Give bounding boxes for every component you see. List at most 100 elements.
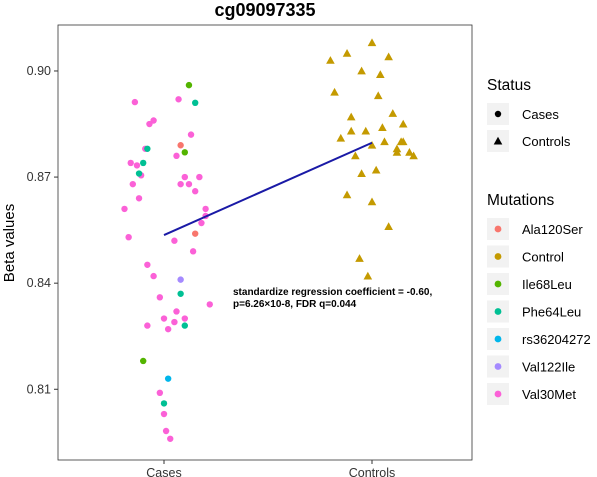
- legend-mutation-label: rs36204272: [522, 332, 591, 347]
- data-point-phe64leu: [192, 99, 199, 107]
- legend-key-circle: [494, 390, 502, 398]
- data-point-control: [357, 66, 366, 75]
- data-point-control: [336, 133, 346, 142]
- legend-key-circle: [494, 363, 502, 370]
- data-point-val30met: [171, 318, 178, 326]
- data-point-control: [384, 52, 393, 61]
- data-point-val30met: [160, 410, 168, 418]
- data-points: [121, 38, 418, 442]
- data-point-val30met: [121, 205, 128, 213]
- legend-mutation-label: Val30Met: [522, 387, 576, 402]
- data-point-control: [398, 119, 408, 128]
- x-tick-label: Cases: [146, 466, 181, 477]
- data-point-phe64leu: [160, 400, 168, 407]
- data-point-phe64leu: [140, 159, 147, 167]
- data-point-val30met: [125, 233, 132, 241]
- data-point-control: [357, 169, 366, 177]
- data-point-control: [378, 123, 387, 132]
- regression-line: [163, 141, 373, 236]
- data-point-val30met: [156, 294, 164, 301]
- data-point-val30met: [131, 98, 139, 106]
- legend-mutation-label: Control: [522, 250, 564, 265]
- legend-key-circle: [494, 308, 502, 315]
- data-point-phe64leu: [177, 290, 184, 297]
- data-point-val30met: [160, 315, 168, 322]
- data-point-control: [367, 197, 377, 206]
- data-point-phe64leu: [135, 170, 143, 177]
- data-point-control: [342, 190, 352, 199]
- data-point-val30met: [198, 219, 205, 227]
- data-point-val30met: [146, 120, 153, 128]
- data-point-control: [384, 222, 393, 231]
- data-point-control: [371, 165, 381, 174]
- y-axis-label: Beta values: [1, 204, 18, 282]
- annotation-line-2: p=6.26×10-8, FDR q=0.044: [233, 299, 357, 310]
- data-point-val30met: [185, 180, 193, 188]
- y-tick-label: 0.81: [27, 382, 51, 396]
- data-point-control: [355, 254, 364, 262]
- legend-key-circle: [494, 225, 502, 233]
- data-point-control: [367, 38, 377, 47]
- data-point-control: [367, 140, 377, 149]
- plot-panel: [57, 24, 473, 461]
- data-point-control: [405, 148, 414, 156]
- data-point-control: [330, 87, 339, 96]
- data-point-val30met: [150, 272, 157, 280]
- data-point-val30met: [173, 152, 180, 160]
- legend-status: Status Cases Controls: [487, 77, 571, 152]
- legend-key-circle: [494, 280, 502, 288]
- data-point-control: [351, 151, 360, 160]
- legend-status-label: Cases: [522, 107, 559, 122]
- data-point-control: [346, 126, 356, 135]
- data-point-ala120ser: [177, 142, 184, 149]
- data-point-val30met: [135, 195, 143, 202]
- data-point-val30met: [181, 315, 188, 322]
- legend-status-title: Status: [487, 77, 531, 94]
- x-tick-label: Controls: [349, 466, 396, 477]
- data-point-val30met: [133, 162, 141, 169]
- data-point-val30met: [202, 205, 209, 213]
- legend-mutation-label: Phe64Leu: [522, 305, 581, 320]
- legend-mutations-title: Mutations: [487, 192, 554, 209]
- data-point-val30met: [196, 173, 203, 181]
- data-point-ile68leu: [140, 357, 147, 365]
- data-point-control: [363, 271, 373, 280]
- data-point-control: [388, 109, 398, 117]
- legend-key-circle: [494, 253, 502, 260]
- data-point-control: [409, 151, 418, 160]
- legend-mutation-label: Val122Ile: [522, 360, 575, 375]
- data-point-ala120ser: [192, 230, 199, 237]
- data-point-control: [346, 112, 356, 121]
- data-point-control: [361, 126, 371, 135]
- data-point-phe64leu: [181, 322, 188, 329]
- legend-status-label: Controls: [522, 134, 571, 149]
- data-point-control: [342, 48, 352, 57]
- data-point-control: [326, 56, 335, 64]
- y-tick-label: 0.87: [27, 170, 51, 184]
- chart-title: cg09097335: [214, 0, 315, 20]
- x-axis: Cases Controls: [146, 460, 395, 477]
- data-point-val30met: [144, 322, 151, 329]
- y-axis: 0.81 0.84 0.87 0.90: [27, 64, 58, 396]
- legend-key-triangle: [493, 136, 503, 145]
- data-point-rs36204272: [164, 375, 172, 382]
- data-point-val30met: [162, 427, 170, 435]
- data-point-val30met: [187, 131, 195, 138]
- data-point-val30met: [181, 173, 188, 181]
- data-point-val30met: [173, 308, 180, 315]
- data-point-val30met: [144, 261, 151, 268]
- data-point-val30met: [150, 117, 157, 124]
- data-point-control: [380, 137, 389, 146]
- data-point-val30met: [189, 248, 197, 255]
- y-tick-label: 0.84: [27, 276, 51, 290]
- data-point-ile68leu: [185, 81, 193, 89]
- data-point-control: [396, 137, 406, 146]
- data-point-val122ile: [177, 276, 184, 283]
- legend-mutation-label: Ile68Leu: [522, 277, 572, 292]
- data-point-val30met: [171, 237, 178, 244]
- data-point-control: [376, 70, 385, 78]
- data-point-control: [392, 148, 402, 156]
- legend-mutations: Mutations Ala120Ser Control Ile68Leu Phe64L…: [487, 192, 591, 405]
- data-point-control: [373, 91, 383, 100]
